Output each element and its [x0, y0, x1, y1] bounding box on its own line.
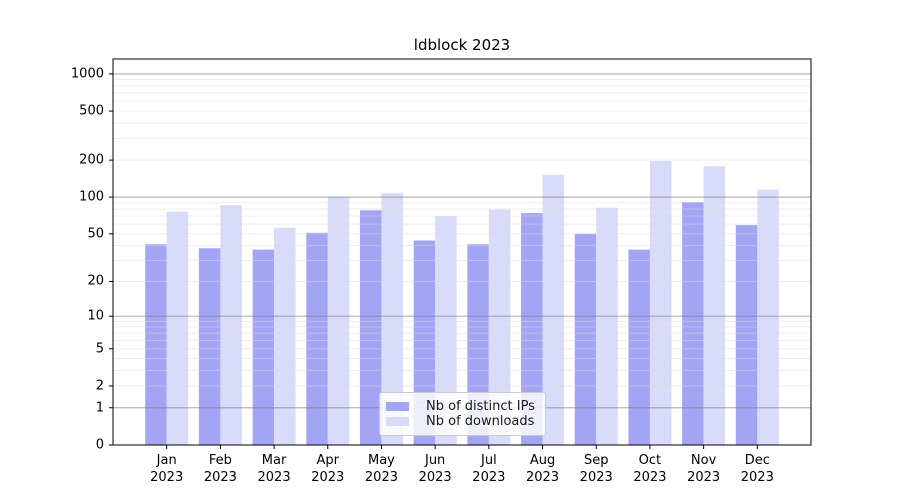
y-tick-label-2: 2	[95, 378, 104, 394]
chart-title: ldblock 2023	[413, 36, 511, 54]
legend-row-distinct-ips: Nb of distinct IPs	[386, 399, 537, 414]
x-tick-label-feb-2023: Feb 2023	[203, 453, 237, 485]
x-tick-label-sep-2023: Sep 2023	[579, 453, 613, 485]
bar-distinct-ips-mar-2023	[252, 249, 275, 445]
legend-swatch-distinct-ips	[386, 402, 409, 411]
legend-row-downloads: Nb of downloads	[386, 414, 537, 429]
bar-distinct-ips-apr-2023	[306, 232, 328, 445]
bar-distinct-ips-feb-2023	[198, 248, 221, 445]
bar-downloads-sep-2023	[596, 207, 618, 445]
y-tick-label-5: 5	[95, 341, 104, 357]
legend-label-downloads: Nb of downloads	[426, 414, 535, 429]
y-tick-label-20: 20	[87, 273, 104, 289]
bar-distinct-ips-aug-2023	[521, 213, 543, 445]
y-tick-label-500: 500	[79, 103, 104, 119]
x-tick-label-dec-2023: Dec 2023	[740, 453, 774, 485]
x-tick-label-aug-2023: Aug 2023	[525, 453, 560, 485]
bar-downloads-may-2023	[381, 193, 403, 445]
y-tick-label-100: 100	[79, 189, 104, 205]
y-tick-label-1000: 1000	[70, 66, 104, 82]
x-tick-label-jul-2023: Jul 2023	[472, 453, 506, 485]
bar-downloads-aug-2023	[542, 174, 565, 445]
bar-downloads-feb-2023	[220, 205, 242, 445]
bar-distinct-ips-may-2023	[359, 210, 382, 445]
x-tick-label-oct-2023: Oct 2023	[633, 453, 667, 485]
x-tick-label-jan-2023: Jan 2023	[150, 453, 184, 485]
bar-distinct-ips-nov-2023	[682, 202, 704, 445]
legend-swatch-downloads	[386, 417, 409, 426]
y-tick-label-1: 1	[95, 400, 104, 416]
y-tick-label-50: 50	[87, 226, 104, 242]
x-tick-label-nov-2023: Nov 2023	[687, 453, 721, 485]
bar-downloads-mar-2023	[274, 227, 296, 445]
y-tick-label-10: 10	[87, 308, 104, 324]
bar-distinct-ips-jan-2023	[145, 244, 167, 445]
bar-downloads-apr-2023	[327, 197, 350, 445]
legend-label-distinct-ips: Nb of distinct IPs	[426, 399, 535, 414]
bar-downloads-dec-2023	[757, 189, 779, 445]
x-tick-label-may-2023: May 2023	[364, 453, 398, 485]
bar-distinct-ips-sep-2023	[574, 233, 597, 445]
bar-downloads-jul-2023	[488, 209, 511, 445]
bar-downloads-nov-2023	[703, 166, 726, 445]
x-tick-label-apr-2023: Apr 2023	[311, 453, 345, 485]
plot-frame	[112, 58, 812, 446]
y-tick-label-200: 200	[79, 152, 104, 168]
bar-downloads-jan-2023	[166, 211, 189, 445]
bar-distinct-ips-oct-2023	[628, 249, 650, 445]
bar-downloads-jun-2023	[435, 216, 457, 445]
x-tick-label-jun-2023: Jun 2023	[418, 453, 452, 485]
bar-downloads-oct-2023	[649, 160, 672, 446]
x-tick-label-mar-2023: Mar 2023	[257, 453, 291, 485]
legend: Nb of distinct IPs Nb of downloads	[379, 392, 546, 436]
bar-distinct-ips-dec-2023	[735, 225, 758, 445]
y-tick-label-0: 0	[95, 437, 104, 453]
